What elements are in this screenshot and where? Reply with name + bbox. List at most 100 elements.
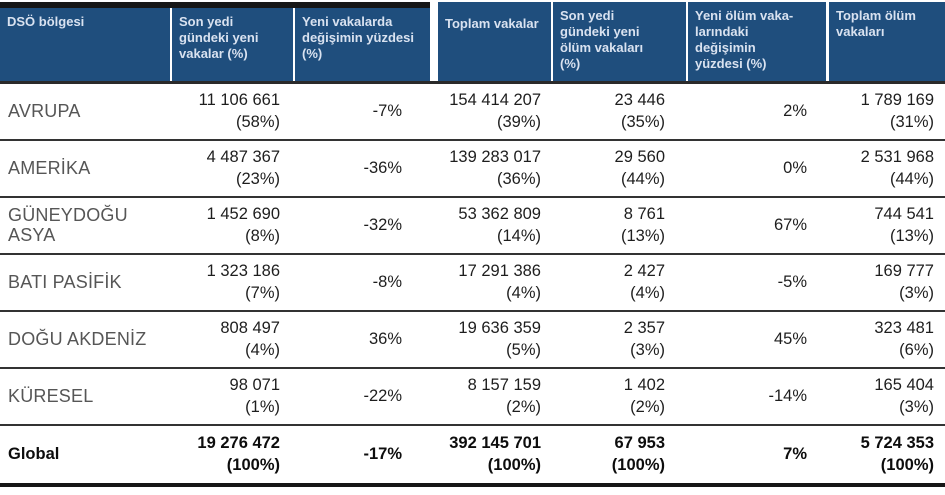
column-header-label: DSÖ bölgesi	[7, 14, 85, 29]
new-deaths-value: 67 953	[614, 433, 665, 452]
column-header-death_change: Yeni ölüm vaka-larındaki değişimin yüzde…	[686, 2, 826, 81]
region-cell: GÜNEYDOĞU ASYA	[8, 205, 128, 245]
death-change-cell: 67%	[773, 216, 807, 234]
column-header-label: Yeni ölüm vaka-larındaki değişimin yüzde…	[695, 8, 794, 71]
total-cases-value: 154 414 207	[449, 90, 541, 109]
case-change-cell: -8%	[372, 273, 402, 291]
new-cases-value: 4 487 367	[206, 147, 280, 166]
total-cases-pct: (4%)	[506, 283, 541, 302]
table-body: AVRUPA 11 106 661 (58%) -7% 154 414 207 (39%)…	[0, 84, 945, 487]
new-cases-pct: (23%)	[235, 169, 280, 188]
total-deaths-pct: (13%)	[889, 226, 934, 245]
new-deaths-value: 23 446	[614, 90, 665, 109]
region-cell: AMERİKA	[8, 157, 91, 178]
new-cases-value: 1 323 186	[206, 261, 280, 280]
total-deaths-cell: 165 404 (3%)	[826, 369, 945, 424]
table-row: BATI PASİFİK 1 323 186 (7%) -8% 17 291 386 (4…	[0, 255, 945, 312]
region-cell: DOĞU AKDENİZ	[8, 328, 147, 349]
new-deaths-cell: 23 446 (35%)	[551, 84, 686, 139]
total-deaths-pct: (3%)	[899, 283, 934, 302]
total-deaths-pct: (3%)	[899, 397, 934, 416]
new-cases-pct: (100%)	[226, 455, 280, 474]
new-deaths-pct: (44%)	[620, 169, 665, 188]
total-cases-pct: (5%)	[506, 340, 541, 359]
death-change-cell: 7%	[783, 445, 807, 463]
total-deaths-value: 165 404	[874, 375, 934, 394]
column-header-label: Toplam vakalar	[445, 16, 539, 31]
new-deaths-cell: 1 402 (2%)	[551, 369, 686, 424]
column-header-new_deaths: Son yedi gündeki yeni ölüm vakaları (%)	[551, 2, 686, 81]
new-cases-value: 11 106 661	[198, 90, 280, 109]
case-change-cell: -7%	[372, 102, 402, 120]
total-cases-cell: 392 145 701 (100%)	[430, 426, 551, 483]
new-cases-cell: 1 323 186 (7%)	[170, 255, 293, 310]
total-cases-pct: (2%)	[506, 397, 541, 416]
total-deaths-cell: 5 724 353 (100%)	[826, 426, 945, 483]
total-deaths-value: 323 481	[874, 318, 934, 337]
top-border-bar	[0, 2, 430, 8]
total-cases-value: 17 291 386	[458, 261, 541, 280]
new-cases-cell: 19 276 472 (100%)	[170, 426, 293, 483]
case-change-cell: -22%	[363, 387, 402, 405]
new-cases-cell: 98 071 (1%)	[170, 369, 293, 424]
column-header-label: Son yedi gündeki yeni vakalar (%)	[179, 14, 259, 61]
new-cases-pct: (7%)	[245, 283, 280, 302]
total-deaths-value: 169 777	[874, 261, 934, 280]
table-row: AMERİKA 4 487 367 (23%) -36% 139 283 017 (36%…	[0, 141, 945, 198]
total-cases-cell: 17 291 386 (4%)	[430, 255, 551, 310]
column-header-case_change: Yeni vakalarda değişimin yüzdesi (%)	[293, 8, 430, 81]
total-cases-pct: (100%)	[487, 455, 541, 474]
death-change-cell: 0%	[783, 159, 807, 177]
total-deaths-cell: 1 789 169 (31%)	[826, 84, 945, 139]
total-deaths-value: 744 541	[874, 204, 934, 223]
total-cases-value: 19 636 359	[458, 318, 541, 337]
total-deaths-pct: (100%)	[880, 455, 934, 474]
new-cases-pct: (4%)	[245, 340, 280, 359]
total-deaths-value: 5 724 353	[860, 433, 934, 452]
new-deaths-cell: 8 761 (13%)	[551, 198, 686, 253]
new-deaths-pct: (3%)	[630, 340, 665, 359]
new-cases-pct: (8%)	[245, 226, 280, 245]
new-deaths-pct: (2%)	[630, 397, 665, 416]
total-cases-pct: (39%)	[496, 112, 541, 131]
new-cases-pct: (58%)	[235, 112, 280, 131]
region-cell: Global	[8, 444, 60, 463]
total-deaths-value: 2 531 968	[860, 147, 934, 166]
total-cases-cell: 53 362 809 (14%)	[430, 198, 551, 253]
new-deaths-value: 29 560	[614, 147, 665, 166]
death-change-cell: 2%	[783, 102, 807, 120]
total-deaths-cell: 744 541 (13%)	[826, 198, 945, 253]
new-deaths-cell: 2 357 (3%)	[551, 312, 686, 367]
new-cases-pct: (1%)	[245, 397, 280, 416]
total-deaths-cell: 2 531 968 (44%)	[826, 141, 945, 196]
header-row: DSÖ bölgesi Son yedi gündeki yeni vakalar…	[0, 0, 945, 81]
new-deaths-cell: 67 953 (100%)	[551, 426, 686, 483]
new-deaths-pct: (4%)	[630, 283, 665, 302]
column-header-new_cases: Son yedi gündeki yeni vakalar (%)	[170, 8, 293, 81]
new-deaths-cell: 2 427 (4%)	[551, 255, 686, 310]
case-change-cell: -17%	[363, 445, 402, 463]
total-deaths-value: 1 789 169	[860, 90, 934, 109]
new-cases-value: 98 071	[229, 375, 280, 394]
new-cases-cell: 808 497 (4%)	[170, 312, 293, 367]
total-cases-cell: 19 636 359 (5%)	[430, 312, 551, 367]
table-row: Global 19 276 472 (100%) -17% 392 145 701 (10…	[0, 426, 945, 483]
total-cases-value: 139 283 017	[449, 147, 541, 166]
new-cases-cell: 1 452 690 (8%)	[170, 198, 293, 253]
total-cases-value: 392 145 701	[449, 433, 541, 452]
case-change-cell: -36%	[363, 159, 402, 177]
total-cases-cell: 8 157 159 (2%)	[430, 369, 551, 424]
new-cases-value: 1 452 690	[206, 204, 280, 223]
region-cell: AVRUPA	[8, 100, 81, 121]
total-deaths-cell: 323 481 (6%)	[826, 312, 945, 367]
column-header-label: Son yedi gündeki yeni ölüm vakaları (%)	[560, 8, 644, 71]
column-header-total_deaths: Toplam ölüm vakaları	[826, 2, 945, 81]
total-deaths-pct: (6%)	[899, 340, 934, 359]
new-deaths-cell: 29 560 (44%)	[551, 141, 686, 196]
total-cases-pct: (36%)	[496, 169, 541, 188]
new-cases-cell: 4 487 367 (23%)	[170, 141, 293, 196]
total-deaths-cell: 169 777 (3%)	[826, 255, 945, 310]
table-row: KÜRESEL 98 071 (1%) -22% 8 157 159 (2%) 1 402 (…	[0, 369, 945, 426]
table-header: DSÖ bölgesi Son yedi gündeki yeni vakalar…	[0, 0, 945, 84]
total-cases-value: 8 157 159	[467, 375, 541, 394]
